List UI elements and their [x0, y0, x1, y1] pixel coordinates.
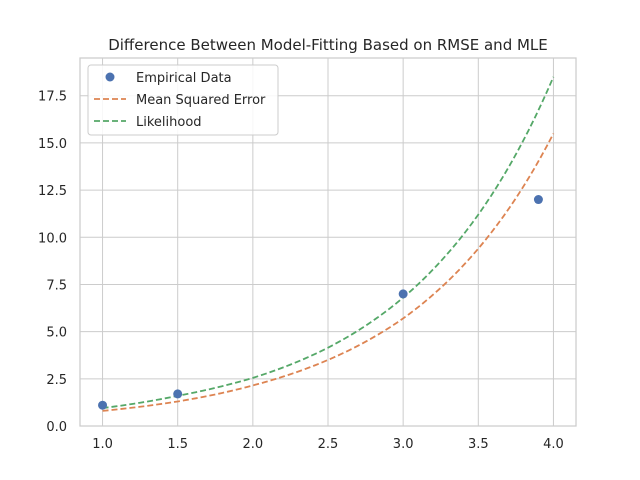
- y-tick-label: 10.0: [38, 231, 67, 246]
- chart-title: Difference Between Model-Fitting Based o…: [108, 36, 548, 54]
- x-tick-label: 1.5: [167, 437, 188, 452]
- series-line-mean-squared-error: [102, 133, 555, 412]
- legend-label-mean-squared-error: Mean Squared Error: [136, 93, 266, 108]
- data-point-empirical-data: [98, 400, 108, 410]
- x-tick-label: 2.5: [318, 437, 339, 452]
- y-tick-label: 2.5: [46, 373, 67, 388]
- legend: Empirical Data Mean Squared Error Likeliho…: [87, 64, 279, 136]
- legend-label-likelihood: Likelihood: [136, 115, 202, 130]
- x-tick-label: 1.0: [92, 437, 113, 452]
- data-point-empirical-data: [533, 195, 543, 205]
- y-tick-label: 0.0: [46, 420, 67, 435]
- x-tick-label: 4.0: [543, 437, 564, 452]
- y-tick-label: 17.5: [38, 90, 67, 105]
- y-tick-label: 12.5: [38, 184, 67, 199]
- legend-box: [87, 64, 279, 136]
- series-layer: [98, 76, 555, 412]
- x-tick-label: 3.5: [468, 437, 489, 452]
- x-tick-label: 3.0: [393, 437, 414, 452]
- legend-marker-empirical-data: [105, 72, 115, 82]
- x-tick-label: 2.0: [243, 437, 264, 452]
- axes-border: [79, 57, 577, 427]
- y-axis-ticks: 0.0 2.5 5.0 7.5 10.0 12.5 15.0 17.5: [38, 90, 67, 435]
- y-tick-label: 15.0: [38, 137, 67, 152]
- axes-frame: [79, 57, 577, 427]
- x-axis-ticks: 1.0 1.5 2.0 2.5 3.0 3.5 4.0: [92, 437, 564, 452]
- data-point-empirical-data: [398, 289, 408, 299]
- y-tick-label: 5.0: [46, 326, 67, 341]
- data-point-empirical-data: [173, 389, 183, 399]
- y-tick-label: 7.5: [46, 278, 67, 293]
- legend-label-empirical-data: Empirical Data: [136, 71, 232, 86]
